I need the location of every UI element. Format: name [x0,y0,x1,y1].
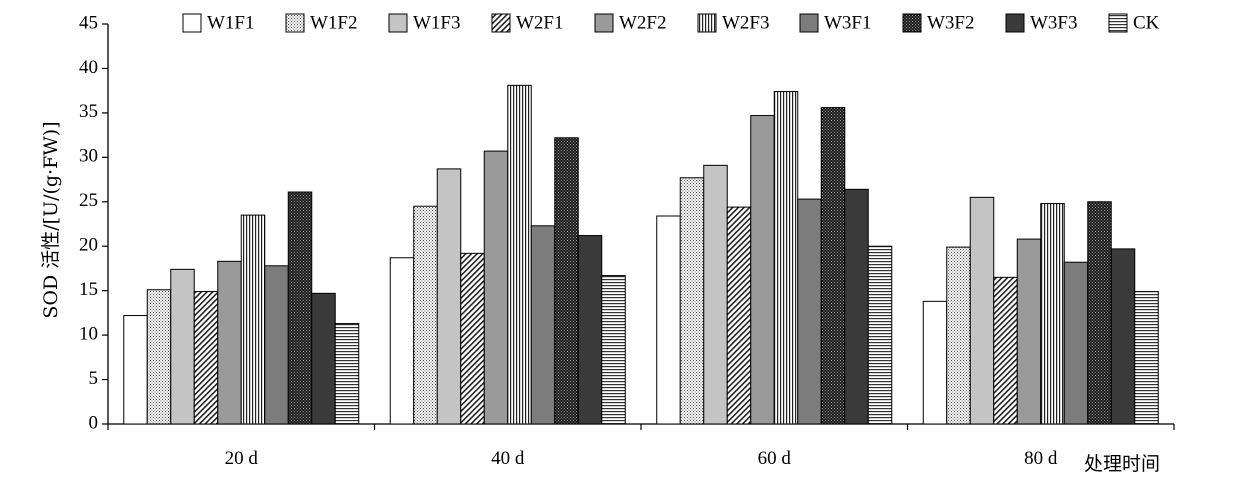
legend-label: W2F3 [722,12,770,33]
legend-swatch [697,13,717,33]
bar-w3f3 [311,292,336,425]
bar-ck [334,323,360,425]
y-tick-label: 5 [89,368,99,389]
legend-label: CK [1133,12,1160,33]
legend-swatch [388,13,408,33]
x-category-label: 40 d [491,448,525,469]
bar-w1f3 [170,268,195,425]
bar-w1f1 [656,215,681,425]
bar-w1f3 [969,196,995,425]
bar-w2f1 [193,291,219,425]
bar-w1f2 [146,289,172,425]
x-category-label: 80 d [1024,448,1058,469]
y-tick-label: 40 [79,57,98,78]
bar-w3f3 [844,188,869,425]
bar-w3f1 [1063,261,1089,425]
bar-w1f1 [389,257,415,425]
bar-w3f3 [577,235,603,425]
legend: W1F1 W1F2 W1F3 W2F1 W2F2 W2F3 W3F1 W3F2 W3F3 CK [182,12,1160,33]
bar-w1f2 [413,205,438,425]
y-tick-label: 25 [79,190,98,211]
legend-swatch [182,13,202,33]
y-tick-label: 10 [79,323,98,344]
bar-w2f1 [460,252,485,425]
y-tick-label: 35 [79,101,98,122]
y-tick-label: 30 [79,146,98,167]
bar-w2f2 [750,115,775,425]
bar-w2f2 [217,260,242,425]
legend-label: W3F2 [927,12,975,33]
x-category-label: 60 d [758,448,792,469]
y-tick-label: 0 [89,412,99,433]
legend-label: W1F1 [207,12,255,33]
bar-ck [601,275,626,425]
bar-w2f3 [240,214,266,425]
legend-swatch [1108,13,1128,33]
legend-label: W3F3 [1030,12,1078,33]
bar-w2f1 [726,206,752,425]
legend-swatch [285,13,305,33]
bar-w2f3 [1040,203,1065,425]
legend-swatch [799,13,819,33]
y-tick-label: 15 [79,279,98,300]
bar-w3f2 [554,137,579,425]
bar-ck [867,245,893,425]
legend-label: W2F2 [619,12,667,33]
bar-w2f2 [483,150,509,425]
legend-label: W1F3 [413,12,461,33]
bar-w1f1 [123,315,148,425]
legend-label: W1F2 [310,12,358,33]
legend-label: W3F1 [824,12,872,33]
bar-w3f2 [287,191,313,425]
bar-w3f3 [1110,248,1136,425]
bar-w3f1 [264,265,289,425]
bar-w3f1 [530,225,556,425]
y-tick-label: 20 [79,235,98,256]
bar-w2f1 [993,276,1018,425]
bar-w3f2 [820,107,846,425]
bar-w1f2 [679,177,705,425]
bar-w3f1 [797,198,822,425]
legend-swatch [902,13,922,33]
legend-swatch [1005,13,1025,33]
legend-swatch [491,13,511,33]
legend-label: W2F1 [516,12,564,33]
bar-w3f2 [1087,201,1112,425]
y-tick-label: 45 [79,12,98,33]
legend-swatch [594,13,614,33]
y-axis-title: SOD 活性/[U/(g·FW)] [40,121,62,318]
bar-w1f3 [436,168,462,425]
bar-w1f2 [946,246,971,425]
bar-w2f2 [1016,238,1042,425]
bar-w1f3 [703,164,728,425]
bar-w2f3 [507,84,532,425]
x-category-label: 20 d [225,448,259,469]
bars [123,84,1159,425]
bar-w2f3 [773,91,799,425]
bar-ck [1134,291,1159,425]
x-axis-title: 处理时间 [1084,453,1160,475]
bar-w1f1 [922,300,948,425]
